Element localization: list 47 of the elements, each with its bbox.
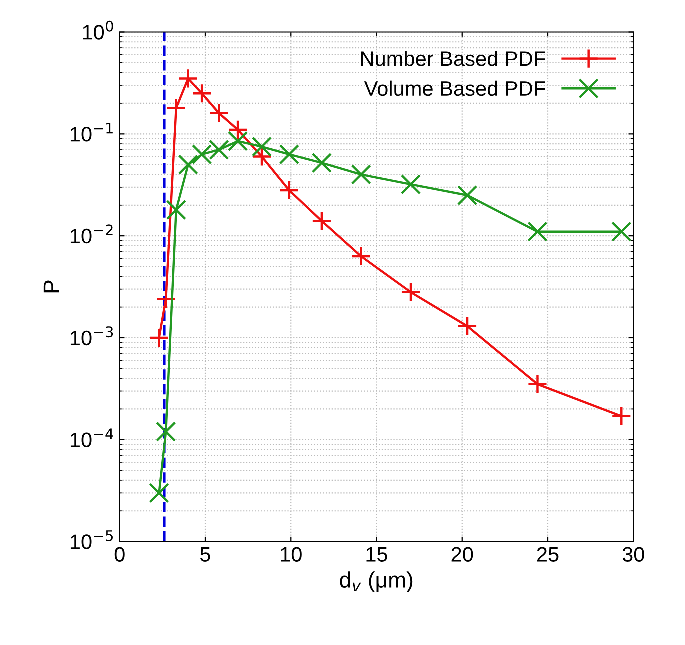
point [156,422,176,442]
x-tick-label: 0 [114,547,125,562]
point [400,174,422,195]
x-tick-label: 20 [452,547,474,562]
point [351,164,372,185]
x-tick-label: 30 [622,547,644,562]
point [252,136,272,158]
point [228,131,248,152]
point [252,146,272,167]
point [312,152,332,174]
y-tick-label: 10$^{−3}$ [70,326,114,346]
y-tick-label: 10$^{−4}$ [70,428,114,448]
point [156,289,176,310]
point [166,200,187,220]
y-tick-label: 10$^{−5}$ [70,530,113,550]
y-tick-label: 10$^{−2}$ [70,224,113,244]
y-tick-label: 10$^{−1}$ [70,122,113,142]
point [209,103,230,124]
point [279,180,300,201]
point [528,374,548,395]
point [612,406,632,427]
x-tick-label: 15 [366,547,388,562]
point [149,328,170,348]
point [528,222,548,242]
x-tick-label: 10 [281,547,302,562]
x-tick-label: 25 [537,547,559,562]
point [166,98,187,118]
point [612,222,632,242]
point [400,282,422,303]
point [192,83,212,104]
point [228,120,248,140]
point [279,144,300,165]
point [178,154,199,175]
point [178,68,199,89]
point [192,144,212,165]
y-tick-label: 10$^{0}$ [83,20,114,40]
point [457,185,478,206]
y-axis-title: P [44,280,60,293]
legend-label: Volume Based PDF [364,80,546,96]
point [457,316,478,337]
point [149,483,170,504]
legend-label: Number Based PDF [361,51,546,66]
point [312,211,332,232]
x-tick-label: 5 [200,547,210,562]
point [351,246,372,267]
x-axis-title: d$_{v}$ (μm) [340,572,413,592]
point [209,140,230,160]
